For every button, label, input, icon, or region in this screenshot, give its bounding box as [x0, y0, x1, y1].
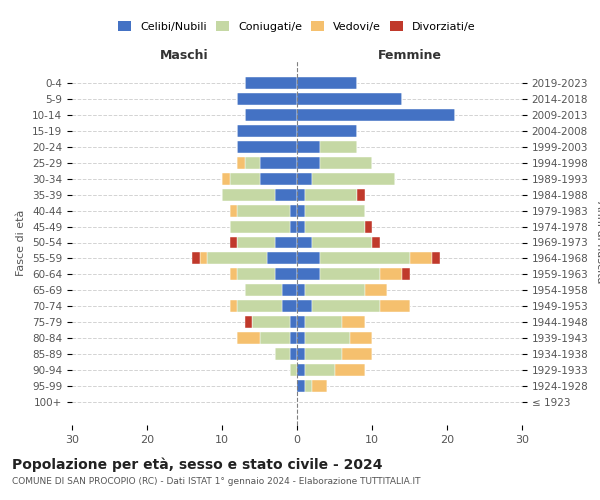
Bar — [229, 268, 237, 280]
Bar — [245, 76, 297, 88]
Text: Popolazione per età, sesso e stato civile - 2024: Popolazione per età, sesso e stato civil… — [12, 458, 383, 472]
Bar — [409, 252, 432, 264]
Bar — [252, 316, 290, 328]
Bar — [237, 156, 245, 168]
Bar — [357, 188, 365, 200]
Bar — [290, 348, 297, 360]
Bar — [305, 188, 357, 200]
Bar — [290, 204, 297, 216]
Bar — [237, 332, 260, 344]
Bar — [402, 268, 409, 280]
Bar — [297, 188, 305, 200]
Bar — [297, 92, 402, 104]
Bar — [260, 172, 297, 184]
Bar — [245, 156, 260, 168]
Bar — [335, 364, 365, 376]
Bar — [365, 284, 387, 296]
Bar — [297, 204, 305, 216]
Bar — [229, 172, 260, 184]
Bar — [305, 332, 349, 344]
Bar — [305, 364, 335, 376]
Bar — [297, 76, 357, 88]
Bar — [297, 108, 455, 120]
Bar — [432, 252, 439, 264]
Bar — [192, 252, 199, 264]
Bar — [237, 268, 275, 280]
Bar — [290, 332, 297, 344]
Bar — [297, 156, 320, 168]
Bar — [312, 236, 372, 248]
Bar — [365, 220, 372, 232]
Bar — [297, 268, 320, 280]
Y-axis label: Anni di nascita: Anni di nascita — [595, 201, 600, 284]
Bar — [297, 284, 305, 296]
Bar — [290, 316, 297, 328]
Bar — [245, 108, 297, 120]
Bar — [380, 268, 402, 280]
Bar — [199, 252, 207, 264]
Bar — [290, 364, 297, 376]
Bar — [245, 284, 282, 296]
Bar — [229, 300, 237, 312]
Bar — [349, 332, 372, 344]
Bar — [275, 268, 297, 280]
Bar — [297, 220, 305, 232]
Bar — [237, 140, 297, 152]
Bar — [267, 252, 297, 264]
Bar — [229, 236, 237, 248]
Bar — [320, 252, 409, 264]
Bar — [305, 380, 312, 392]
Text: Maschi: Maschi — [160, 49, 209, 62]
Bar — [305, 204, 365, 216]
Bar — [297, 332, 305, 344]
Bar — [297, 316, 305, 328]
Bar — [237, 92, 297, 104]
Bar — [297, 380, 305, 392]
Bar — [237, 236, 275, 248]
Bar — [229, 220, 290, 232]
Bar — [320, 156, 372, 168]
Bar — [372, 236, 380, 248]
Bar — [297, 236, 312, 248]
Bar — [275, 188, 297, 200]
Bar — [320, 268, 380, 280]
Bar — [260, 156, 297, 168]
Bar — [297, 124, 357, 136]
Bar — [320, 140, 357, 152]
Bar — [245, 316, 252, 328]
Bar — [305, 220, 365, 232]
Bar — [342, 348, 372, 360]
Bar — [297, 364, 305, 376]
Bar — [312, 300, 380, 312]
Bar — [237, 300, 282, 312]
Bar — [305, 284, 365, 296]
Legend: Celibi/Nubili, Coniugati/e, Vedovi/e, Divorziati/e: Celibi/Nubili, Coniugati/e, Vedovi/e, Di… — [115, 18, 479, 36]
Bar — [282, 300, 297, 312]
Bar — [297, 140, 320, 152]
Bar — [237, 124, 297, 136]
Bar — [342, 316, 365, 328]
Bar — [222, 188, 275, 200]
Text: COMUNE DI SAN PROCOPIO (RC) - Dati ISTAT 1° gennaio 2024 - Elaborazione TUTTITAL: COMUNE DI SAN PROCOPIO (RC) - Dati ISTAT… — [12, 478, 421, 486]
Bar — [297, 300, 312, 312]
Bar — [380, 300, 409, 312]
Bar — [260, 332, 290, 344]
Bar — [297, 252, 320, 264]
Bar — [275, 236, 297, 248]
Bar — [275, 348, 290, 360]
Bar — [305, 316, 342, 328]
Bar — [290, 220, 297, 232]
Bar — [312, 380, 327, 392]
Bar — [207, 252, 267, 264]
Bar — [305, 348, 342, 360]
Bar — [312, 172, 395, 184]
Bar — [282, 284, 297, 296]
Bar — [297, 172, 312, 184]
Y-axis label: Fasce di età: Fasce di età — [16, 210, 26, 276]
Bar — [297, 348, 305, 360]
Bar — [237, 204, 290, 216]
Bar — [229, 204, 237, 216]
Text: Femmine: Femmine — [377, 49, 442, 62]
Bar — [222, 172, 229, 184]
